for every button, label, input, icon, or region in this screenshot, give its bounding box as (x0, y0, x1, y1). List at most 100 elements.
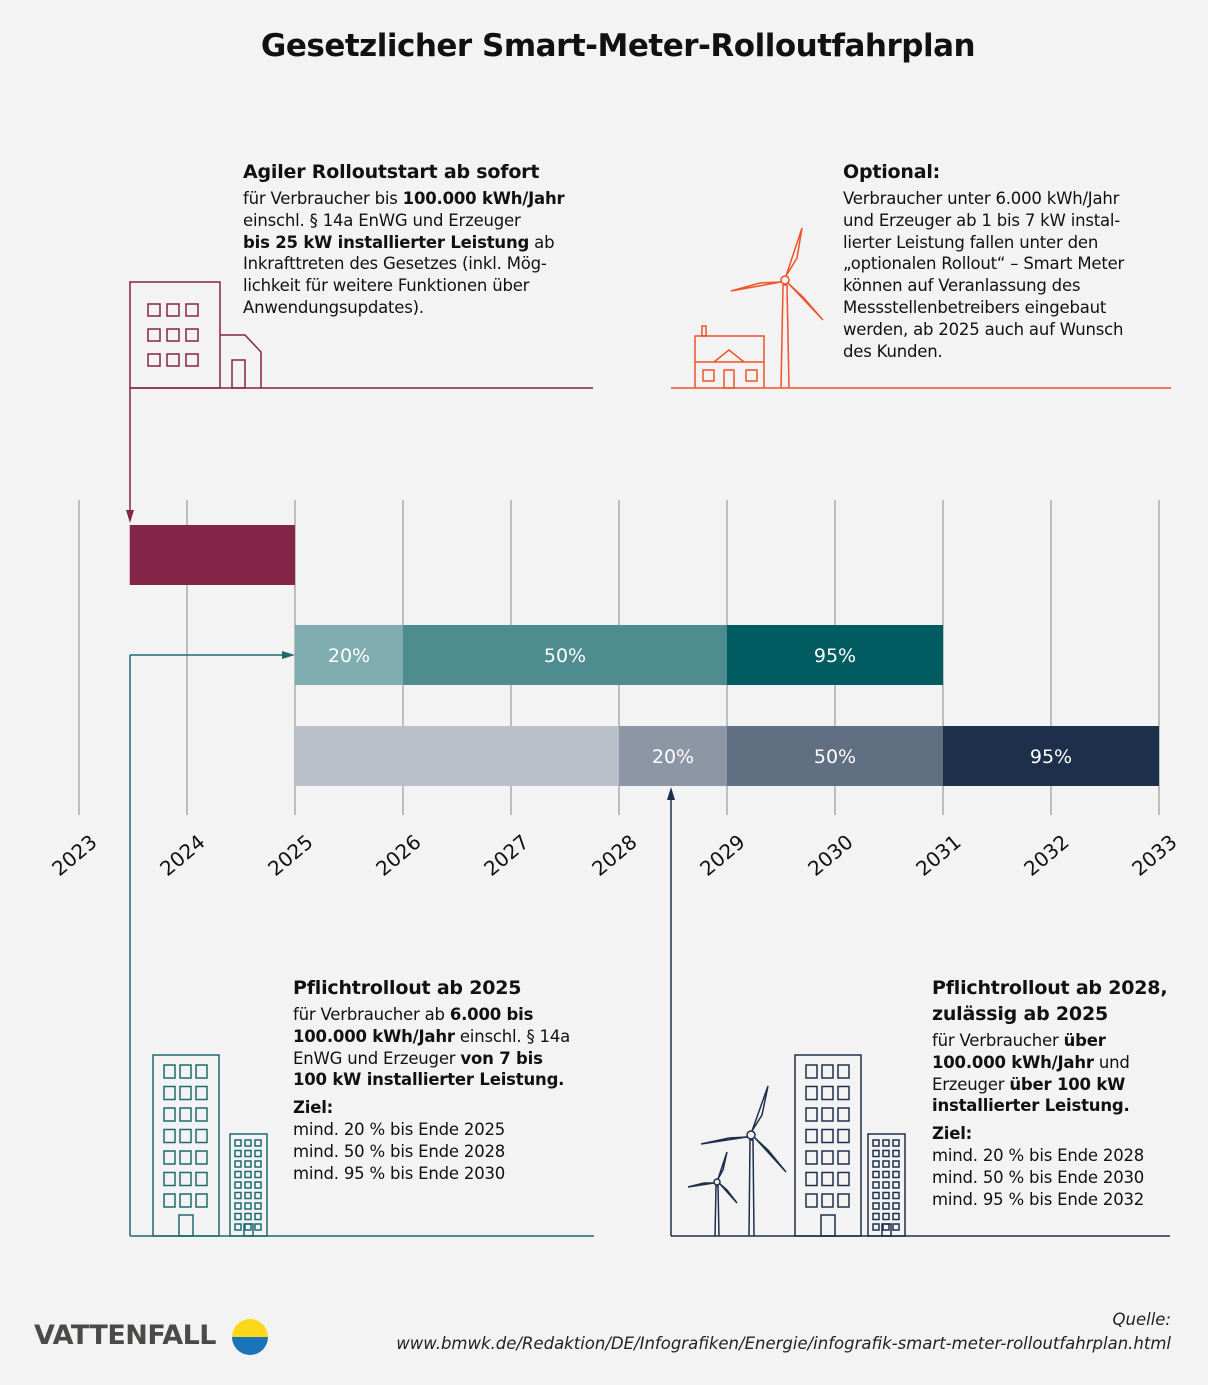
text: für Verbraucher bis (243, 189, 403, 208)
text-line: mind. 95 % bis Ende 2030 (293, 1163, 570, 1185)
text: für Verbraucher ab (293, 1005, 450, 1024)
text: mind. 95 % bis Ende 2032 (932, 1189, 1145, 1209)
optional-rollout-title: Optional: (843, 161, 941, 183)
text-line: Ziel: (293, 1097, 570, 1119)
pflichtrollout-2025-bar-segment (403, 625, 727, 685)
pflichtrollout-2028-bar-segment (727, 726, 943, 786)
year-label-2029: 2029 (695, 830, 749, 881)
text-line: mind. 20 % bis Ende 2025 (293, 1119, 570, 1141)
text: ab (529, 232, 555, 252)
pflichtrollout-2028-title: Pflichtrollout ab 2028, (932, 977, 1168, 999)
text: „optionalen Rollout“ – Smart Meter (843, 254, 1125, 274)
pflichtrollout-2028-bar-segment (295, 726, 619, 786)
text: werden, ab 2025 auch auf Wunsch (843, 319, 1124, 339)
bold-text: 100.000 kWh/Jahr (932, 1052, 1094, 1072)
text: EnWG und Erzeuger (293, 1048, 461, 1068)
text: und (1093, 1052, 1130, 1072)
bold-text: 100.000 kWh/Jahr (402, 189, 565, 208)
text-line: mind. 50 % bis Ende 2030 (932, 1167, 1167, 1189)
agile-rollout-title: Agiler Rolloutstart ab sofort (243, 161, 540, 183)
bold-text: von 7 bis (460, 1048, 543, 1068)
text: einschl. § 14a EnWG und Erzeuger (243, 210, 521, 230)
text-line: für Verbraucher über (932, 1030, 1167, 1052)
bar-label: 95% (1030, 746, 1072, 768)
text-line: 100 kW installierter Leistung. (293, 1069, 570, 1091)
agile-rollout-text: Agiler Rolloutstart ab sofort für Verbra… (243, 159, 565, 319)
text-line: lierter Leistung fallen unter den (843, 232, 1124, 254)
year-label-2026: 2026 (371, 830, 425, 881)
bar-label: 20% (328, 645, 370, 667)
apartment-buildings-icon (152, 1054, 268, 1237)
agiler-rollout-bar-segment (129, 525, 295, 585)
optional-rollout-text: Optional: Verbraucher unter 6.000 kWh/Ja… (843, 159, 1124, 362)
bold-text: installierter Leistung. (932, 1096, 1130, 1116)
text-line: können auf Veranlassung des (843, 275, 1124, 297)
text: mind. 50 % bis Ende 2028 (293, 1141, 506, 1161)
text-line: werden, ab 2025 auch auf Wunsch (843, 319, 1124, 341)
timeline-bars: 20% 50% 95% 20% 50% 95% (129, 525, 1159, 786)
text: mind. 95 % bis Ende 2030 (293, 1163, 506, 1183)
text: Messstellenbetreibers eingebaut (843, 297, 1107, 317)
text-line: 100.000 kWh/Jahr einschl. § 14a (293, 1026, 570, 1048)
bold-text: über 100 kW (1009, 1074, 1126, 1094)
text-line: EnWG und Erzeuger von 7 bis (293, 1048, 570, 1070)
text-line: Messstellenbetreibers eingebaut (843, 297, 1124, 319)
pflichtrollout-2028-bar-segment (943, 726, 1159, 786)
vattenfall-logo-icon (232, 1319, 268, 1355)
wind-turbine-icon (730, 227, 824, 389)
bar-label: 20% (652, 746, 694, 768)
source-label: Quelle: (1112, 1310, 1171, 1329)
text: mind. 50 % bis Ende 2030 (932, 1167, 1145, 1187)
text-line: mind. 95 % bis Ende 2032 (932, 1189, 1167, 1211)
page-title: Gesetzlicher Smart-Meter-Rolloutfahrplan (260, 28, 976, 64)
bar-label: 50% (544, 645, 586, 667)
year-labels: 2023 2024 2025 2026 2027 2028 2029 2030 2031 2032… (47, 830, 1181, 881)
text-line: lichkeit für weitere Funktionen über (243, 275, 564, 297)
text-line: 100.000 kWh/Jahr und (932, 1052, 1167, 1074)
house-icon (694, 325, 765, 389)
year-label-2028: 2028 (587, 830, 641, 881)
bold-text: 6.000 bis (449, 1005, 534, 1024)
text-line: mind. 20 % bis Ende 2028 (932, 1145, 1167, 1167)
text-line: einschl. § 14a EnWG und Erzeuger (243, 210, 564, 232)
text: mind. 20 % bis Ende 2025 (293, 1119, 506, 1139)
bold-text: 100 kW installierter Leistung. (293, 1070, 565, 1090)
year-label-2025: 2025 (263, 830, 317, 881)
text: und Erzeuger ab 1 bis 7 kW instal- (843, 210, 1121, 230)
vattenfall-logo: VATTENFALL (34, 1320, 217, 1351)
text-line: für Verbraucher ab 6.000 bis (293, 1004, 570, 1026)
navy-connector (667, 787, 1170, 1237)
pflichtrollout-2025-text: Pflichtrollout ab 2025 für Verbraucher a… (293, 975, 570, 1184)
bold-text: bis 25 kW installierter Leistung (243, 232, 530, 252)
text: Inkrafttreten des Gesetzes (inkl. Mög- (243, 254, 547, 274)
bar-label: 50% (814, 746, 856, 768)
year-label-2031: 2031 (911, 830, 965, 881)
year-label-2032: 2032 (1019, 830, 1073, 881)
text: des Kunden. (843, 341, 943, 361)
pflichtrollout-2025-bar-segment (295, 625, 403, 685)
text: lierter Leistung fallen unter den (843, 232, 1099, 252)
text-line: und Erzeuger ab 1 bis 7 kW instal- (843, 210, 1124, 232)
text-line: Erzeuger über 100 kW (932, 1074, 1167, 1096)
text-line: Anwendungsupdates). (243, 297, 564, 319)
pflichtrollout-2028-subtitle: zulässig ab 2025 (932, 1003, 1108, 1025)
text: Erzeuger (932, 1074, 1010, 1094)
pflichtrollout-2028-bar-segment (619, 726, 727, 786)
text: für Verbraucher (932, 1031, 1064, 1050)
text-line: Inkrafttreten des Gesetzes (inkl. Mög- (243, 253, 564, 275)
text-line: bis 25 kW installierter Leistung ab (243, 232, 564, 254)
bar-label: 95% (814, 645, 856, 667)
text: lichkeit für weitere Funktionen über (243, 276, 530, 296)
text-line: für Verbraucher bis 100.000 kWh/Jahr (243, 188, 565, 210)
office-towers-icon (794, 1054, 906, 1237)
office-building-icon (129, 281, 262, 389)
text-line: Ziel: (932, 1123, 1167, 1145)
text-line: des Kunden. (843, 341, 1124, 363)
text-line: mind. 50 % bis Ende 2028 (293, 1141, 570, 1163)
source-citation: Quelle: www.bmwk.de/Redaktion/DE/Infogra… (396, 1308, 1171, 1356)
text: einschl. § 14a (454, 1026, 571, 1046)
source-url[interactable]: www.bmwk.de/Redaktion/DE/Infografiken/En… (396, 1334, 1171, 1353)
wind-turbines-icon (687, 1085, 787, 1237)
text-line: Verbraucher unter 6.000 kWh/Jahr (843, 188, 1124, 210)
